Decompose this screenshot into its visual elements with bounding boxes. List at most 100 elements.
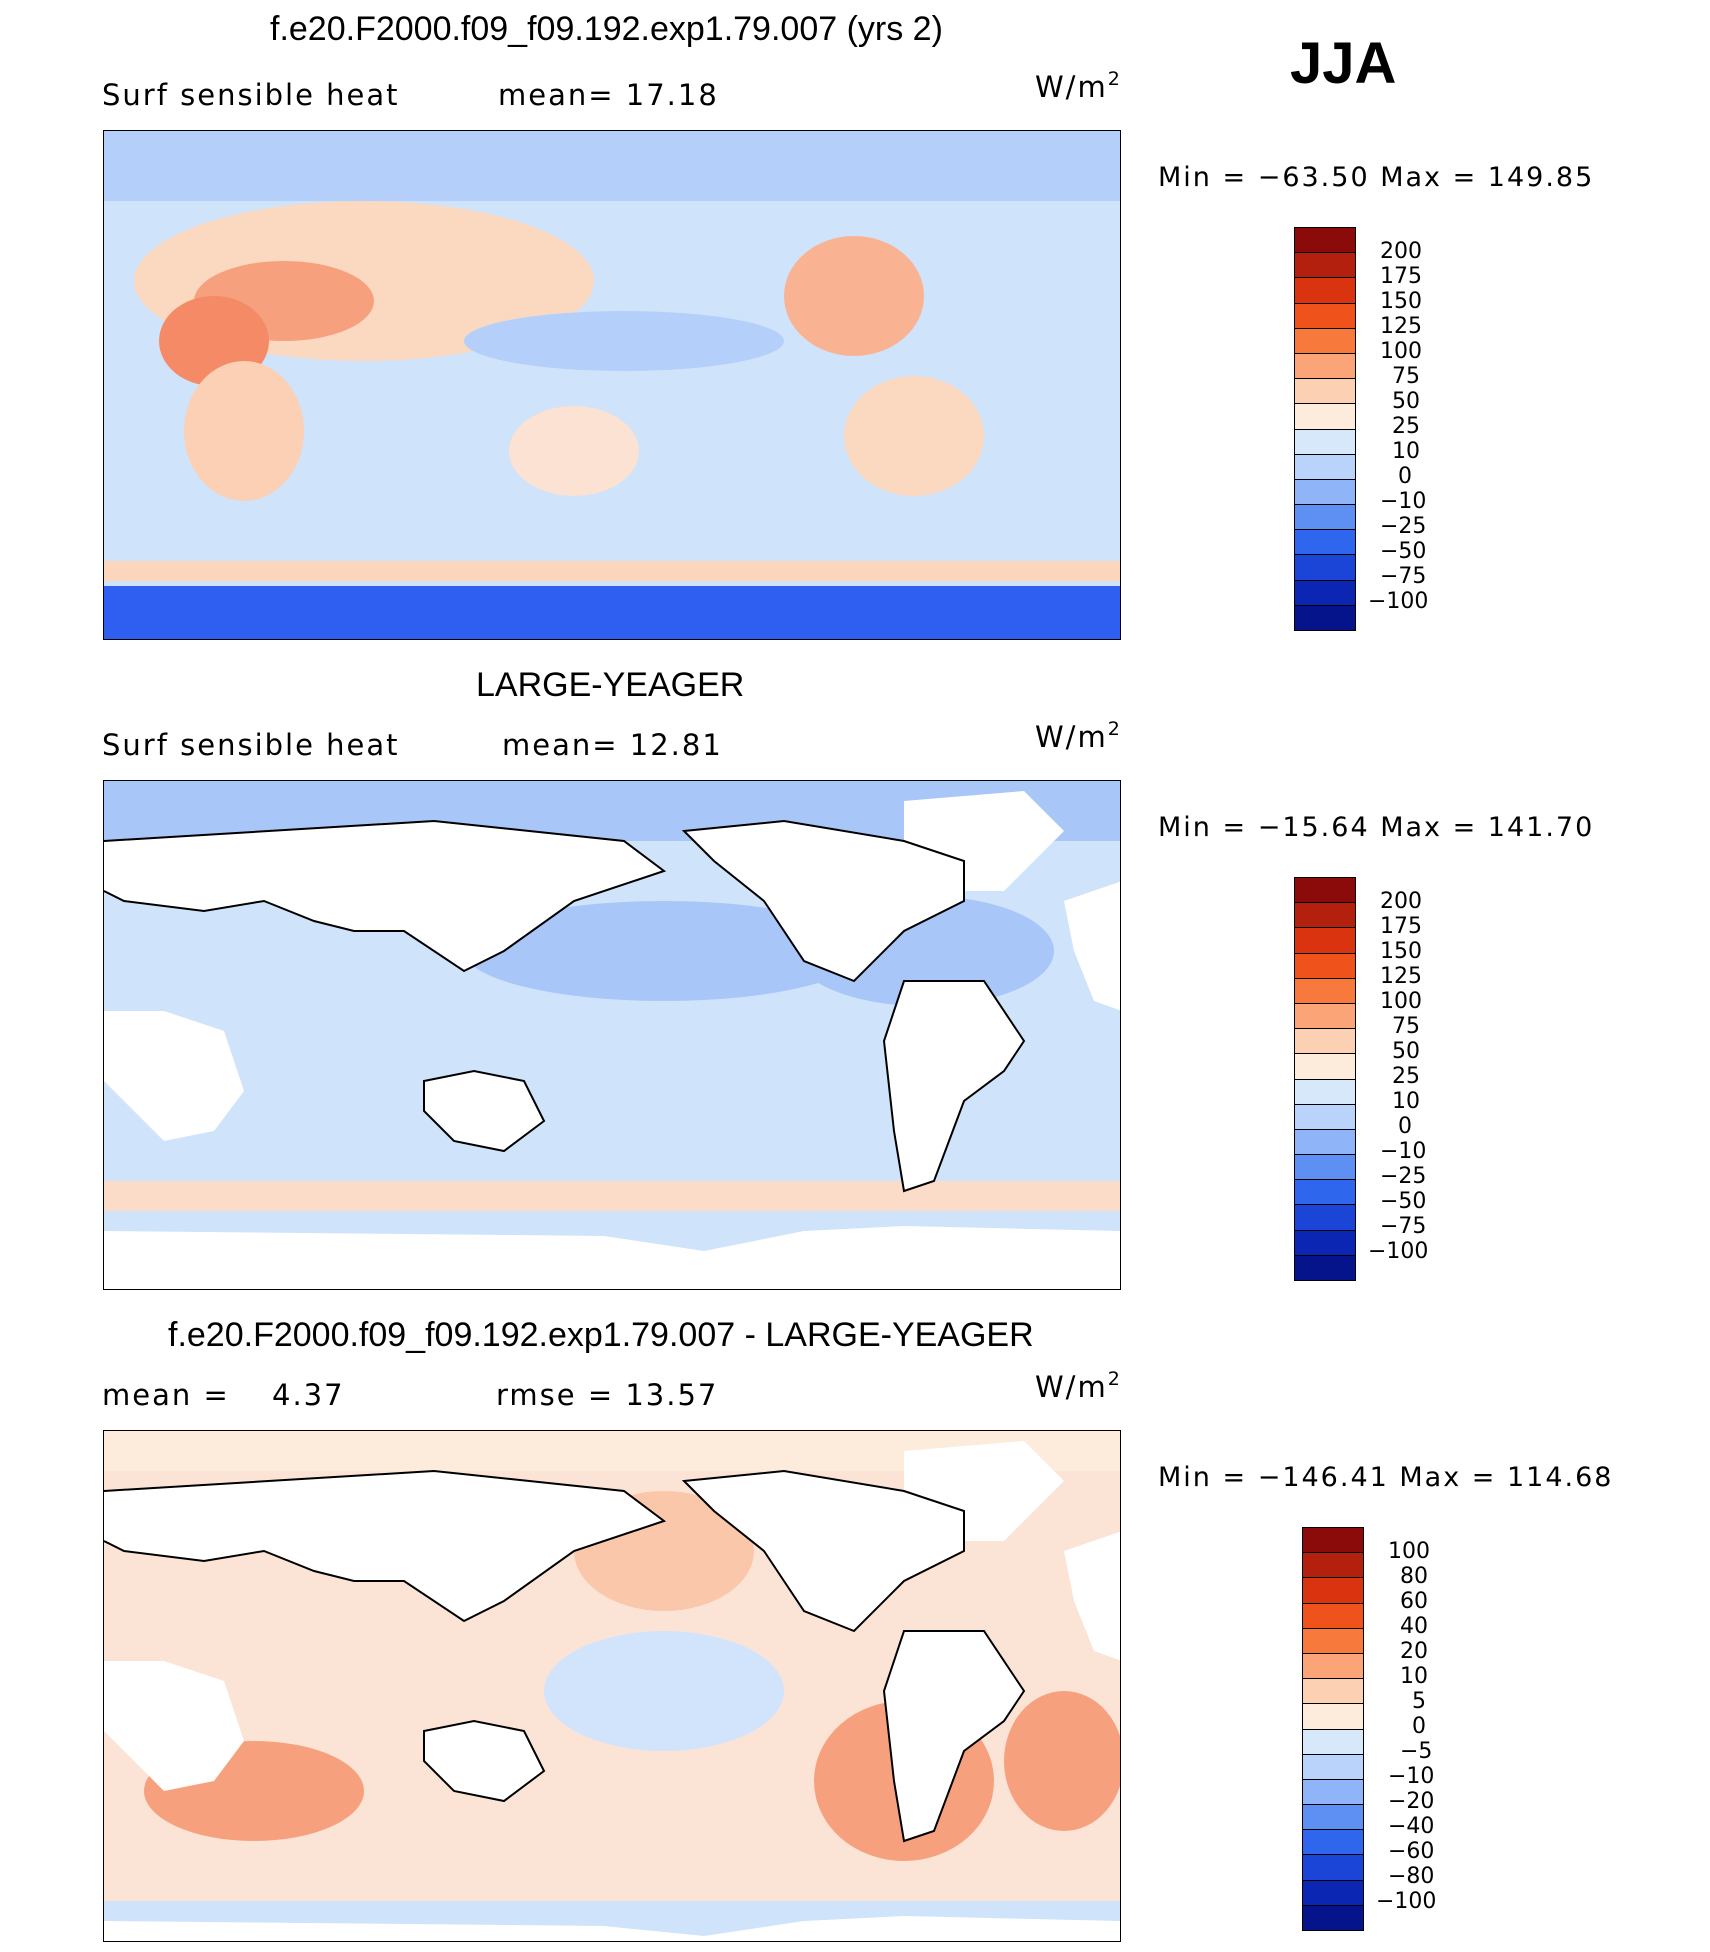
panel-3-mean-value: 4.37: [272, 1378, 345, 1412]
panel-3-swatch: [1303, 1830, 1363, 1856]
panel-2-swatch: [1295, 1155, 1355, 1181]
panel-2-swatch: [1295, 1180, 1355, 1206]
panel-1-cbar-label: 125: [1380, 314, 1422, 339]
panel-1-swatch: [1295, 605, 1355, 630]
panel-3-cbar-label: 20: [1400, 1639, 1428, 1664]
panel-3-mean-label: mean =: [102, 1378, 230, 1412]
panel-1-cbar-label: 75: [1392, 364, 1420, 389]
panel-3-cbar-label: 10: [1400, 1664, 1428, 1689]
panel-3-swatch: [1303, 1704, 1363, 1730]
panel-3-cbar-label: −20: [1388, 1789, 1435, 1814]
panel-3-cbar-label: −5: [1400, 1739, 1433, 1764]
panel-2-swatch: [1295, 928, 1355, 954]
panel-1-swatch: [1295, 479, 1355, 506]
panel-3-swatch: [1303, 1528, 1363, 1554]
panel-2-mean: mean= 12.81: [502, 728, 723, 762]
panel-1-swatch: [1295, 454, 1355, 480]
panel-1-cbar-label: 200: [1380, 239, 1422, 264]
panel-2-field-label: Surf sensible heat: [102, 728, 400, 762]
panel-1-cbar-label: −10: [1380, 489, 1427, 514]
panel-1-swatch: [1295, 379, 1355, 405]
panel-2-swatch: [1295, 1079, 1355, 1105]
panel-2-cbar-label: 175: [1380, 914, 1422, 939]
panel-1-swatch: [1295, 228, 1355, 254]
panel-3-cbar-label: −10: [1388, 1764, 1435, 1789]
panel-2-cbar-label: 150: [1380, 939, 1422, 964]
panel-1-colorbar-swatches: [1295, 228, 1355, 630]
panel-2-cbar-label: −75: [1380, 1214, 1427, 1239]
panel-2-title: LARGE-YEAGER: [476, 666, 745, 704]
panel-3-colorbar: 100 80 60 40 20 10 5 0 −5 −10 −20 −40 −6…: [1302, 1527, 1502, 1931]
panel-3-swatch: [1303, 1679, 1363, 1705]
panel-1-swatch: [1295, 580, 1355, 606]
panel-2-swatch: [1295, 1205, 1355, 1231]
panel-1-cbar-label: −50: [1380, 539, 1427, 564]
panel-3-cbar-label: 80: [1400, 1564, 1428, 1589]
panel-3-swatch: [1303, 1578, 1363, 1604]
panel-1-title: f.e20.F2000.f09_f09.192.exp1.79.007 (yrs…: [270, 10, 943, 48]
panel-2-cbar-label: 200: [1380, 889, 1422, 914]
panel-2-swatch: [1295, 1029, 1355, 1055]
panel-2-swatch: [1295, 1003, 1355, 1030]
panel-2-cbar-label: −25: [1380, 1164, 1427, 1189]
panel-1-cbar-label: 175: [1380, 264, 1422, 289]
panel-3-swatch: [1303, 1905, 1363, 1930]
panel-2-cbar-label: 125: [1380, 964, 1422, 989]
panel-1-cbar-label: 10: [1392, 439, 1420, 464]
panel-2-unit: W/m2: [1035, 718, 1122, 754]
panel-1-map: [103, 130, 1121, 640]
panel-1-minmax: Min = −63.50 Max = 149.85: [1158, 162, 1595, 193]
panel-2-cbar-label: 75: [1392, 1014, 1420, 1039]
panel-2-cbar-label: −10: [1380, 1139, 1427, 1164]
panel-3-cbar-label: −40: [1388, 1814, 1435, 1839]
panel-1-cbar-label: 150: [1380, 289, 1422, 314]
panel-1-cbar-label: −100: [1368, 589, 1429, 614]
panel-3-cbar-label: 5: [1412, 1689, 1426, 1714]
panel-2-colorbar-swatches: [1295, 878, 1355, 1280]
panel-3-cbar-label: −60: [1388, 1839, 1435, 1864]
panel-3-cbar-label: 100: [1388, 1539, 1430, 1564]
panel-2-minmax: Min = −15.64 Max = 141.70: [1158, 812, 1595, 843]
panel-3-cbar-label: −100: [1376, 1889, 1437, 1914]
panel-1-swatch: [1295, 253, 1355, 279]
panel-2-swatch: [1295, 1129, 1355, 1156]
panel-1-colorbar: 200 175 150 125 100 75 50 25 10 0 −10 −2…: [1294, 227, 1494, 631]
panel-2-swatch: [1295, 1230, 1355, 1256]
panel-1-swatch: [1295, 429, 1355, 455]
panel-3-swatch: [1303, 1754, 1363, 1780]
panel-2-cbar-label: 50: [1392, 1039, 1420, 1064]
panel-2-map: [103, 780, 1121, 1290]
panel-3-swatch: [1303, 1880, 1363, 1906]
panel-3-cbar-label: 40: [1400, 1614, 1428, 1639]
panel-2-cbar-label: −50: [1380, 1189, 1427, 1214]
panel-1-cbar-label: −25: [1380, 514, 1427, 539]
panel-2-swatch: [1295, 903, 1355, 929]
panel-3-cbar-label: 60: [1400, 1589, 1428, 1614]
panel-1-cbar-label: −75: [1380, 564, 1427, 589]
panel-3-unit: W/m2: [1035, 1368, 1122, 1404]
panel-3-swatch: [1303, 1805, 1363, 1831]
panel-1-cbar-label: 50: [1392, 389, 1420, 414]
panel-2-swatch: [1295, 953, 1355, 979]
panel-3-title: f.e20.F2000.f09_f09.192.exp1.79.007 - LA…: [168, 1316, 1034, 1354]
panel-1-swatch: [1295, 328, 1355, 354]
panel-2-colorbar: 200 175 150 125 100 75 50 25 10 0 −10 −2…: [1294, 877, 1494, 1281]
panel-3-minmax: Min = −146.41 Max = 114.68: [1158, 1462, 1614, 1493]
panel-3-cbar-label: −80: [1388, 1864, 1435, 1889]
panel-1-mean: mean= 17.18: [498, 78, 719, 112]
panel-2-cbar-label: 10: [1392, 1089, 1420, 1114]
panel-1-swatch: [1295, 278, 1355, 304]
panel-3-swatch: [1303, 1855, 1363, 1881]
panel-1-swatch: [1295, 505, 1355, 531]
panel-2-cbar-label: 25: [1392, 1064, 1420, 1089]
panel-3-swatch: [1303, 1603, 1363, 1629]
panel-1-swatch: [1295, 303, 1355, 329]
panel-2-swatch: [1295, 878, 1355, 904]
panel-3-map: [103, 1430, 1121, 1942]
panel-1-swatch: [1295, 353, 1355, 380]
panel-1-cbar-label: 100: [1380, 339, 1422, 364]
panel-2-swatch: [1295, 1255, 1355, 1280]
panel-2-swatch: [1295, 1104, 1355, 1130]
panel-2-swatch: [1295, 1054, 1355, 1080]
panel-3-rmse: rmse = 13.57: [496, 1378, 719, 1412]
